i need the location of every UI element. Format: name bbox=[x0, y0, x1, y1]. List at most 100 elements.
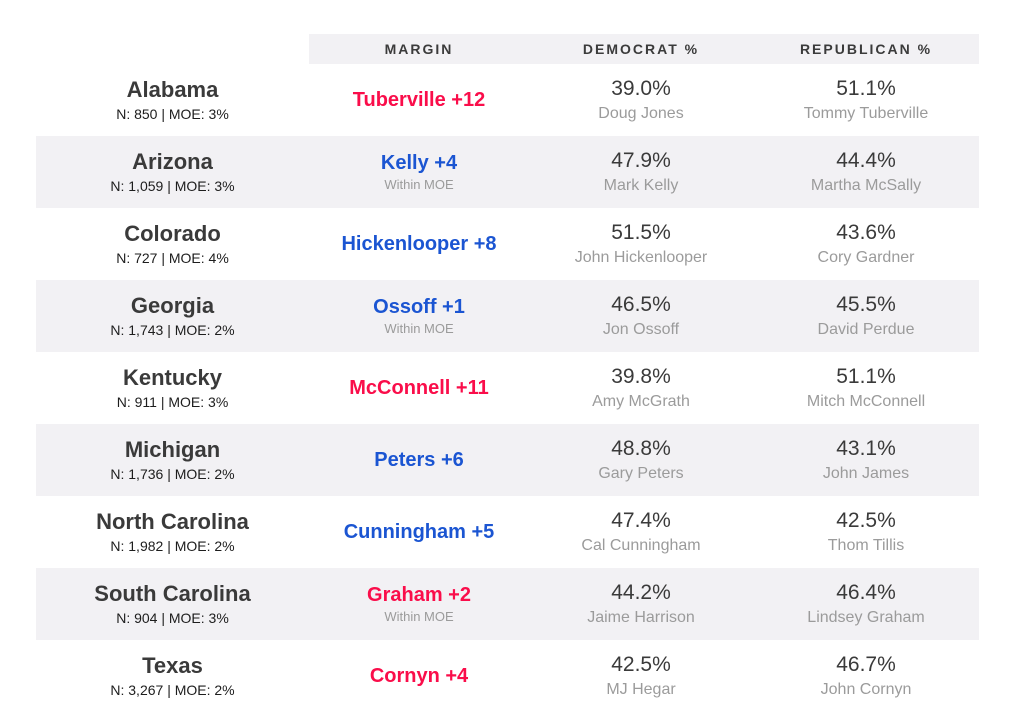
state-cell: Kentucky N: 911 | MOE: 3% bbox=[36, 352, 309, 424]
democrat-percent: 42.5% bbox=[611, 652, 671, 676]
poll-table-rows: Alabama N: 850 | MOE: 3% Tuberville +12 … bbox=[36, 64, 979, 712]
republican-cell: 42.5% Thom Tillis bbox=[753, 496, 979, 568]
democrat-candidate-name: John Hickenlooper bbox=[574, 249, 708, 267]
democrat-candidate-name: Amy McGrath bbox=[592, 393, 690, 411]
sample-size-moe: N: 850 | MOE: 3% bbox=[116, 106, 229, 123]
state-cell: Alabama N: 850 | MOE: 3% bbox=[36, 64, 309, 136]
sample-size-moe: N: 727 | MOE: 4% bbox=[116, 250, 229, 267]
column-header-democrat: DEMOCRAT % bbox=[582, 41, 700, 57]
sample-size-moe: N: 3,267 | MOE: 2% bbox=[110, 682, 235, 699]
democrat-percent: 46.5% bbox=[611, 292, 671, 316]
margin-cell: McConnell +11 bbox=[309, 352, 529, 424]
democrat-cell: 47.9% Mark Kelly bbox=[529, 136, 753, 208]
republican-candidate-name: Tommy Tuberville bbox=[803, 105, 929, 123]
table-header-band: MARGIN DEMOCRAT % REPUBLICAN % bbox=[309, 34, 979, 64]
margin-cell: Cornyn +4 bbox=[309, 640, 529, 712]
democrat-percent: 44.2% bbox=[611, 580, 671, 604]
democrat-cell: 44.2% Jaime Harrison bbox=[529, 568, 753, 640]
margin-value: Ossoff +1 bbox=[373, 296, 465, 318]
democrat-percent: 39.0% bbox=[611, 76, 671, 100]
republican-cell: 51.1% Mitch McConnell bbox=[753, 352, 979, 424]
democrat-percent: 51.5% bbox=[611, 220, 671, 244]
republican-candidate-name: Martha McSally bbox=[810, 177, 922, 195]
democrat-cell: 51.5% John Hickenlooper bbox=[529, 208, 753, 280]
republican-percent: 51.1% bbox=[836, 76, 896, 100]
democrat-percent: 47.4% bbox=[611, 508, 671, 532]
sample-size-moe: N: 1,736 | MOE: 2% bbox=[110, 466, 235, 483]
republican-cell: 46.7% John Cornyn bbox=[753, 640, 979, 712]
republican-cell: 43.6% Cory Gardner bbox=[753, 208, 979, 280]
democrat-candidate-name: Doug Jones bbox=[598, 105, 684, 123]
margin-cell: Kelly +4 Within MOE bbox=[309, 136, 529, 208]
table-row: South Carolina N: 904 | MOE: 3% Graham +… bbox=[36, 568, 979, 640]
table-row: Colorado N: 727 | MOE: 4% Hickenlooper +… bbox=[36, 208, 979, 280]
margin-value: Hickenlooper +8 bbox=[341, 233, 497, 255]
margin-cell: Cunningham +5 bbox=[309, 496, 529, 568]
sample-size-moe: N: 1,982 | MOE: 2% bbox=[110, 538, 235, 555]
within-moe-note: Within MOE bbox=[384, 177, 454, 192]
sample-size-moe: N: 904 | MOE: 3% bbox=[116, 610, 229, 627]
republican-percent: 45.5% bbox=[836, 292, 896, 316]
democrat-candidate-name: MJ Hegar bbox=[606, 681, 676, 699]
state-cell: Arizona N: 1,059 | MOE: 3% bbox=[36, 136, 309, 208]
republican-percent: 46.4% bbox=[836, 580, 896, 604]
state-cell: North Carolina N: 1,982 | MOE: 2% bbox=[36, 496, 309, 568]
table-row: Georgia N: 1,743 | MOE: 2% Ossoff +1 Wit… bbox=[36, 280, 979, 352]
republican-cell: 51.1% Tommy Tuberville bbox=[753, 64, 979, 136]
margin-value: Tuberville +12 bbox=[352, 89, 486, 111]
state-name: Texas bbox=[142, 652, 203, 678]
sample-size-moe: N: 1,059 | MOE: 3% bbox=[110, 178, 235, 195]
democrat-percent: 47.9% bbox=[611, 148, 671, 172]
democrat-cell: 39.0% Doug Jones bbox=[529, 64, 753, 136]
table-row: Texas N: 3,267 | MOE: 2% Cornyn +4 42.5%… bbox=[36, 640, 979, 712]
republican-candidate-name: Thom Tillis bbox=[827, 537, 905, 555]
margin-cell: Graham +2 Within MOE bbox=[309, 568, 529, 640]
democrat-cell: 47.4% Cal Cunningham bbox=[529, 496, 753, 568]
democrat-candidate-name: Cal Cunningham bbox=[581, 537, 701, 555]
table-row: Alabama N: 850 | MOE: 3% Tuberville +12 … bbox=[36, 64, 979, 136]
margin-cell: Ossoff +1 Within MOE bbox=[309, 280, 529, 352]
state-cell: Colorado N: 727 | MOE: 4% bbox=[36, 208, 309, 280]
state-cell: Michigan N: 1,736 | MOE: 2% bbox=[36, 424, 309, 496]
state-name: Arizona bbox=[132, 148, 213, 174]
republican-cell: 43.1% John James bbox=[753, 424, 979, 496]
margin-cell: Tuberville +12 bbox=[309, 64, 529, 136]
table-row: Arizona N: 1,059 | MOE: 3% Kelly +4 With… bbox=[36, 136, 979, 208]
democrat-percent: 48.8% bbox=[611, 436, 671, 460]
table-row: Kentucky N: 911 | MOE: 3% McConnell +11 … bbox=[36, 352, 979, 424]
democrat-percent: 39.8% bbox=[611, 364, 671, 388]
state-name: Alabama bbox=[126, 76, 219, 102]
republican-percent: 43.1% bbox=[836, 436, 896, 460]
state-name: Georgia bbox=[130, 292, 215, 318]
republican-candidate-name: John James bbox=[822, 465, 910, 483]
state-name: Colorado bbox=[124, 220, 221, 246]
democrat-candidate-name: Jon Ossoff bbox=[602, 321, 680, 339]
sample-size-moe: N: 911 | MOE: 3% bbox=[116, 394, 229, 411]
state-cell: Georgia N: 1,743 | MOE: 2% bbox=[36, 280, 309, 352]
democrat-cell: 39.8% Amy McGrath bbox=[529, 352, 753, 424]
state-name: Michigan bbox=[124, 436, 221, 462]
republican-percent: 46.7% bbox=[836, 652, 896, 676]
republican-percent: 42.5% bbox=[836, 508, 896, 532]
sample-size-moe: N: 1,743 | MOE: 2% bbox=[110, 322, 235, 339]
state-cell: South Carolina N: 904 | MOE: 3% bbox=[36, 568, 309, 640]
margin-value: Cornyn +4 bbox=[369, 665, 469, 687]
margin-value: Cunningham +5 bbox=[343, 521, 495, 543]
table-row: North Carolina N: 1,982 | MOE: 2% Cunnin… bbox=[36, 496, 979, 568]
margin-value: Graham +2 bbox=[367, 584, 471, 606]
republican-percent: 51.1% bbox=[836, 364, 896, 388]
state-name: Kentucky bbox=[122, 364, 223, 390]
column-header-margin: MARGIN bbox=[384, 41, 454, 57]
democrat-candidate-name: Jaime Harrison bbox=[587, 609, 695, 627]
republican-candidate-name: Cory Gardner bbox=[817, 249, 915, 267]
democrat-cell: 46.5% Jon Ossoff bbox=[529, 280, 753, 352]
margin-value: Peters +6 bbox=[374, 449, 464, 471]
republican-candidate-name: Lindsey Graham bbox=[807, 609, 925, 627]
republican-percent: 44.4% bbox=[836, 148, 896, 172]
state-cell: Texas N: 3,267 | MOE: 2% bbox=[36, 640, 309, 712]
state-name: South Carolina bbox=[94, 580, 251, 606]
margin-value: McConnell +11 bbox=[349, 377, 489, 399]
republican-percent: 43.6% bbox=[836, 220, 896, 244]
democrat-candidate-name: Mark Kelly bbox=[603, 177, 679, 195]
republican-cell: 44.4% Martha McSally bbox=[753, 136, 979, 208]
